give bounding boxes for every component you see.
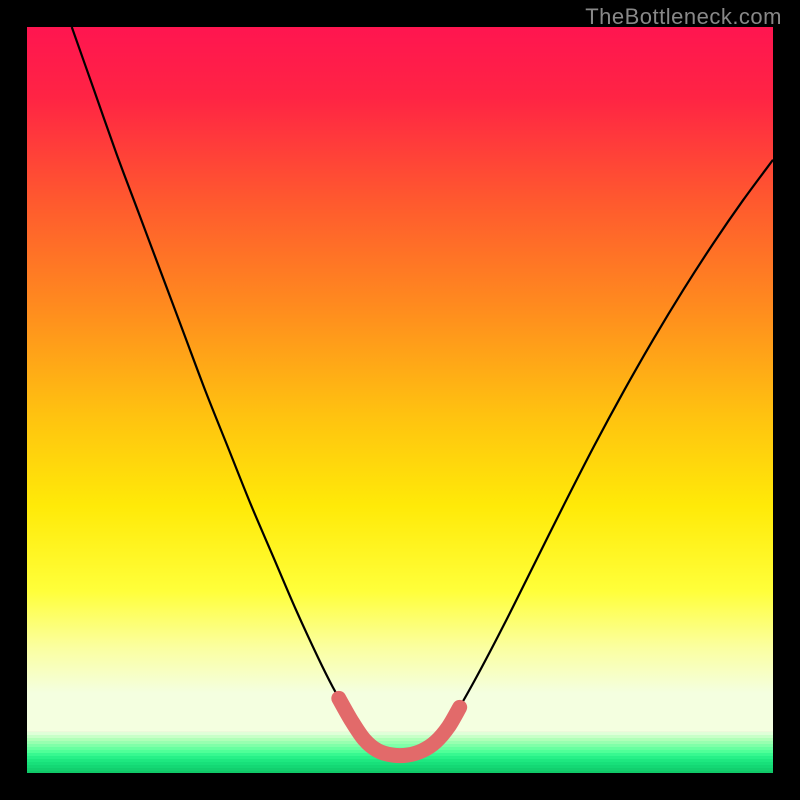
chart-plot-area [27,27,773,773]
watermark-text: TheBottleneck.com [585,4,782,30]
gradient-background [27,27,773,732]
